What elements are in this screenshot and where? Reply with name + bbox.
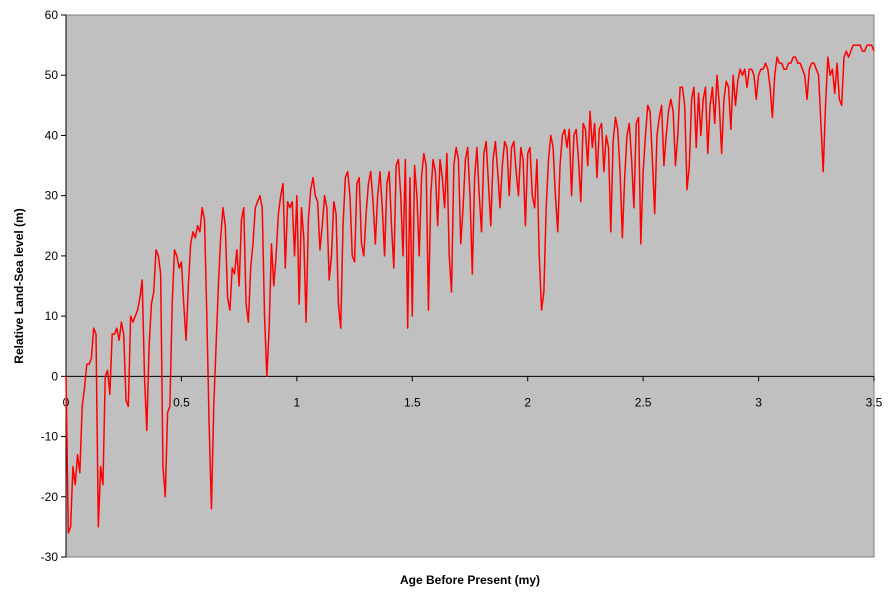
y-tick-label: -10 [41, 430, 59, 444]
y-tick-label: 30 [45, 189, 59, 203]
y-axis-title: Relative Land-Sea level (m) [12, 208, 26, 363]
x-tick-label: 0.5 [173, 395, 190, 409]
x-tick-label: 1 [294, 395, 301, 409]
y-tick-label: 40 [45, 128, 59, 142]
y-tick-label: 20 [45, 249, 59, 263]
y-tick-label: 50 [45, 68, 59, 82]
y-tick-label: -30 [41, 550, 59, 564]
x-tick-label: 2 [524, 395, 531, 409]
y-tick-label: 10 [45, 309, 59, 323]
data-line [65, 44, 875, 534]
y-tick-label: -20 [41, 490, 59, 504]
x-tick-label: 2.5 [635, 395, 652, 409]
y-tick-label: 60 [45, 8, 59, 22]
x-tick-label: 3.5 [866, 395, 883, 409]
x-axis-title: Age Before Present (my) [400, 573, 540, 587]
y-tick-label: 0 [51, 369, 58, 383]
x-tick-label: 1.5 [404, 395, 421, 409]
x-tick-label: 3 [755, 395, 762, 409]
plot-area [65, 14, 875, 558]
